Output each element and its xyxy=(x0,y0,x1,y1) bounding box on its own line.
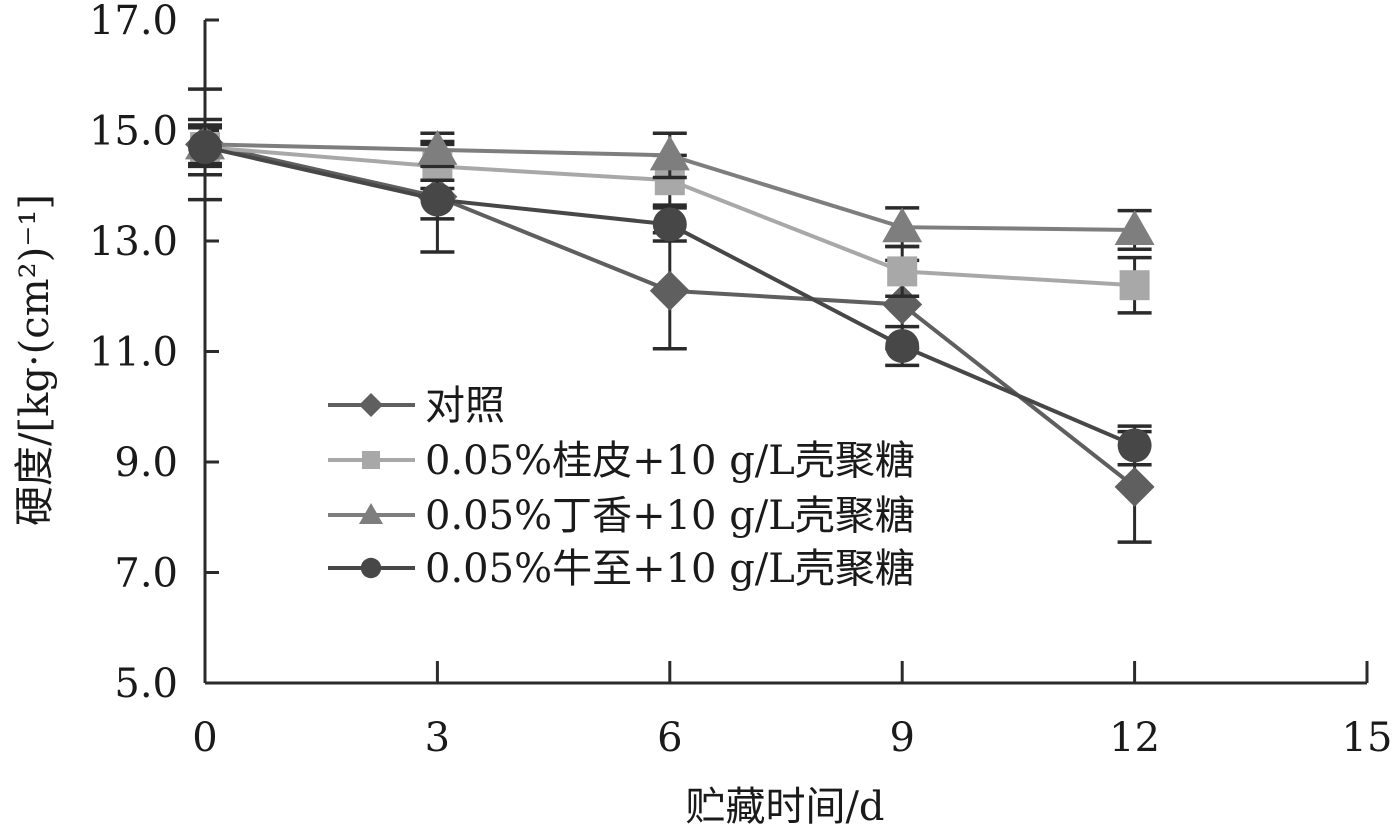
x-tick-label: 12 xyxy=(1109,715,1160,761)
y-tick-label: 13.0 xyxy=(89,219,178,265)
x-axis-ticks: 0 3 6 9 12 15 xyxy=(192,661,1392,761)
data-point xyxy=(652,207,687,242)
data-point xyxy=(885,328,920,363)
y-tick-label: 9.0 xyxy=(114,440,178,486)
y-tick-label: 17.0 xyxy=(89,0,178,44)
data-point xyxy=(649,270,690,311)
legend-label: 0.05%桂皮+10 g/L壳聚糖 xyxy=(425,438,915,484)
x-tick-label: 6 xyxy=(657,715,682,761)
legend: 对照 0.05%桂皮+10 g/L壳聚糖 0.05%丁香+10 g/L壳聚糖 0.05… xyxy=(328,383,915,592)
y-tick-label: 15.0 xyxy=(89,109,178,155)
data-point xyxy=(420,182,455,217)
y-tick-label: 7.0 xyxy=(114,551,178,597)
data-point xyxy=(1114,466,1155,507)
legend-item: 对照 xyxy=(328,383,505,429)
legend-item: 0.05%牛至+10 g/L壳聚糖 xyxy=(328,546,915,592)
x-tick-label: 3 xyxy=(425,715,450,761)
data-point xyxy=(1119,270,1150,301)
data-point xyxy=(649,135,690,171)
data-point xyxy=(188,130,222,165)
y-tick-label: 5.0 xyxy=(114,661,178,707)
series-2 xyxy=(185,123,1155,252)
data-point xyxy=(417,129,458,165)
legend-label: 0.05%牛至+10 g/L壳聚糖 xyxy=(425,546,915,592)
data-point xyxy=(887,256,918,287)
legend-label: 对照 xyxy=(425,383,505,429)
y-axis-ticks: 5.0 7.0 9.0 11.0 13.0 15.0 17.0 xyxy=(89,0,219,707)
data-point xyxy=(1114,209,1155,245)
legend-item: 0.05%桂皮+10 g/L壳聚糖 xyxy=(328,438,915,484)
x-tick-label: 0 xyxy=(192,715,217,761)
series-3 xyxy=(188,117,1152,467)
series-layer xyxy=(185,87,1155,544)
data-point xyxy=(362,451,380,469)
data-point xyxy=(1117,428,1152,463)
legend-item: 0.05%丁香+10 g/L壳聚糖 xyxy=(328,493,915,539)
legend-label: 0.05%丁香+10 g/L壳聚糖 xyxy=(425,493,915,539)
y-axis-title: 硬度/[kg·(cm²)⁻¹] xyxy=(12,194,58,526)
x-tick-label: 15 xyxy=(1342,715,1393,761)
data-point xyxy=(359,393,383,417)
data-point xyxy=(359,503,383,524)
y-tick-label: 11.0 xyxy=(89,330,178,376)
data-point xyxy=(360,557,382,579)
x-axis-title: 贮藏时间/d xyxy=(685,784,884,830)
x-tick-label: 9 xyxy=(889,715,914,761)
data-point xyxy=(882,207,923,243)
